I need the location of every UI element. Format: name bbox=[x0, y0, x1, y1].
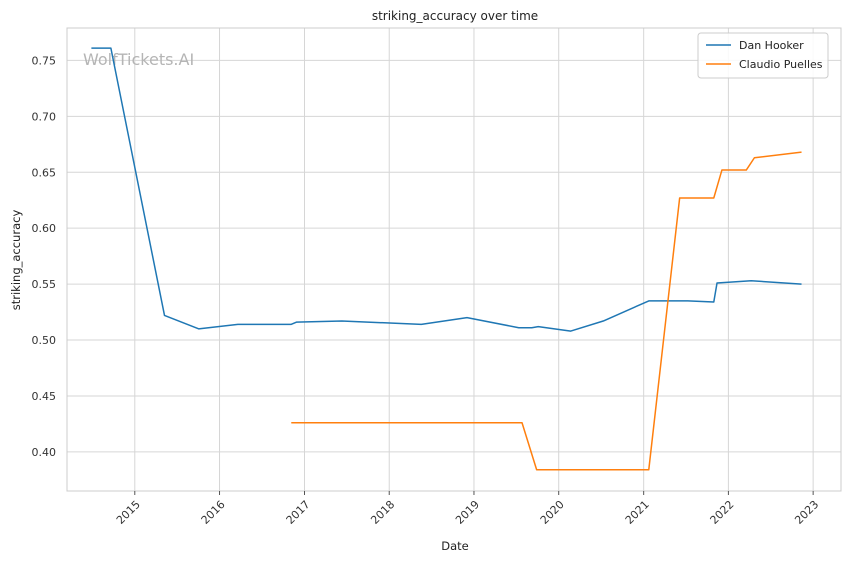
y-axis-label: striking_accuracy bbox=[9, 210, 23, 311]
legend-label: Dan Hooker bbox=[739, 39, 804, 52]
x-tick-label: 2015 bbox=[114, 498, 143, 527]
y-tick-label: 0.60 bbox=[32, 222, 57, 235]
x-tick-label: 2018 bbox=[368, 498, 397, 527]
x-tick-label: 2019 bbox=[453, 498, 482, 527]
series-line-dan-hooker bbox=[91, 47, 802, 332]
y-tick-label: 0.45 bbox=[32, 390, 57, 403]
chart-title: striking_accuracy over time bbox=[372, 9, 538, 23]
y-tick-label: 0.70 bbox=[32, 110, 57, 123]
y-tick-label: 0.55 bbox=[32, 278, 57, 291]
grid bbox=[67, 28, 841, 491]
x-tick-label: 2022 bbox=[708, 498, 737, 527]
x-axis-ticks: 2015 2016 2017 2018 2019 2020 2021 2022 2023 bbox=[114, 491, 821, 527]
watermark: WolfTickets.AI bbox=[83, 50, 194, 69]
y-tick-label: 0.75 bbox=[32, 54, 57, 67]
x-axis-label: Date bbox=[441, 539, 469, 553]
x-tick-label: 2017 bbox=[284, 498, 313, 527]
x-tick-label: 2021 bbox=[623, 498, 652, 527]
series-line-claudio-puelles bbox=[291, 151, 802, 471]
y-tick-label: 0.50 bbox=[32, 334, 57, 347]
y-tick-label: 0.40 bbox=[32, 446, 57, 459]
legend: Dan Hooker Claudio Puelles bbox=[697, 32, 829, 79]
plot-frame bbox=[66, 27, 842, 492]
y-tick-label: 0.65 bbox=[32, 166, 57, 179]
x-tick-label: 2020 bbox=[538, 498, 567, 527]
legend-label: Claudio Puelles bbox=[739, 58, 823, 71]
x-tick-label: 2023 bbox=[792, 498, 821, 527]
series-layer bbox=[91, 47, 802, 471]
x-tick-label: 2016 bbox=[199, 498, 228, 527]
y-axis-ticks: 0.40 0.45 0.50 0.55 0.60 0.65 0.70 0.75 bbox=[32, 54, 57, 458]
